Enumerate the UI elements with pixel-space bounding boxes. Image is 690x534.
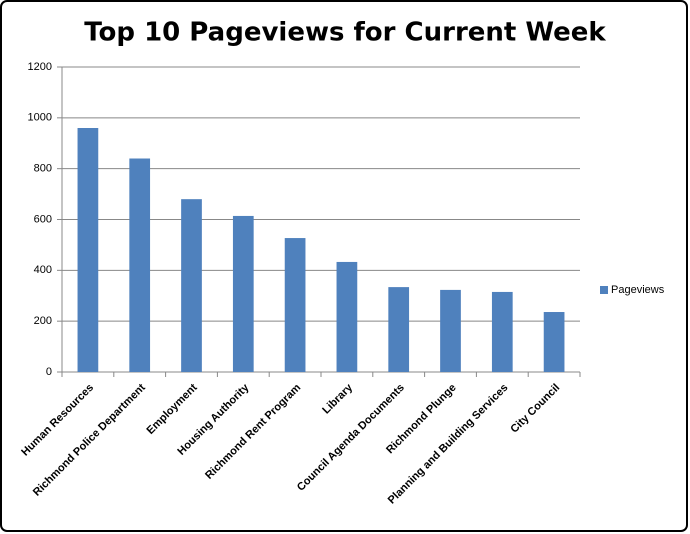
y-tick-label: 0 <box>46 366 52 378</box>
bar <box>491 291 513 372</box>
bar <box>543 312 565 372</box>
y-tick-label: 600 <box>34 213 52 225</box>
bar <box>284 238 306 372</box>
chart-title: Top 10 Pageviews for Current Week <box>84 18 606 48</box>
bar <box>232 215 254 372</box>
bar <box>336 261 358 372</box>
y-tick-label: 400 <box>34 264 52 276</box>
legend-label: Pageviews <box>611 284 665 296</box>
bar <box>440 289 461 372</box>
y-tick-label: 1000 <box>28 112 52 124</box>
bar <box>129 158 151 372</box>
legend-swatch <box>600 286 608 294</box>
y-tick-label: 1200 <box>28 61 52 73</box>
y-tick-label: 200 <box>34 315 52 327</box>
bar <box>77 128 99 372</box>
y-tick-label: 800 <box>34 163 52 175</box>
bar <box>181 199 202 372</box>
bar <box>388 287 410 372</box>
